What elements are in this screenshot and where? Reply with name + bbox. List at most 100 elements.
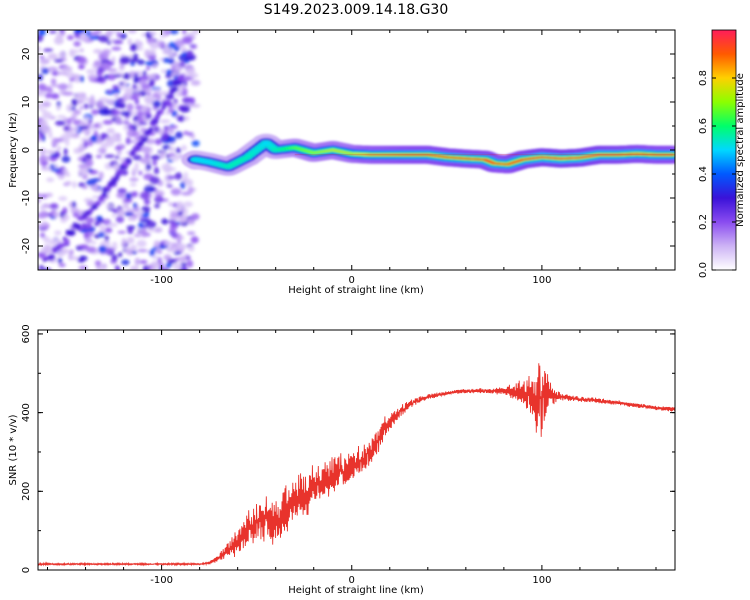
- spectrogram-noise-blob: [47, 66, 58, 72]
- colorbar-gradient: [711, 29, 737, 271]
- spectrogram-noise-blob: [172, 262, 183, 270]
- spectrogram-noise-blob: [87, 74, 98, 80]
- colorbar-tick-label: 0.6: [698, 118, 709, 134]
- spectrogram-noise-blob: [162, 57, 171, 63]
- spectrogram-noise-blob: [38, 157, 47, 162]
- spectrogram-noise-blob: [111, 56, 116, 63]
- spectrogram-diagonal-blob: [179, 74, 186, 80]
- spectrogram-noise-blob: [39, 147, 47, 155]
- spectrogram-noise-blob: [156, 96, 162, 101]
- spectrogram-trace-blob: [250, 151, 257, 154]
- colorbar-tick-label: 0.0: [698, 262, 709, 278]
- spectrogram-noise-blob: [145, 163, 152, 171]
- spectrogram-noise-blob: [85, 223, 93, 230]
- spectrogram-noise-blob: [161, 119, 170, 123]
- spectrogram-noise-blob: [139, 259, 148, 264]
- spectrogram-noise-blob: [38, 45, 41, 53]
- spectrogram-noise-blob: [138, 79, 148, 86]
- spectrogram-noise-blob: [100, 132, 109, 139]
- spectrogram-noise-blob: [91, 109, 100, 115]
- spectrogram-noise-blob: [174, 131, 183, 139]
- spectrogram-noise-blob: [77, 36, 89, 42]
- spectrogram-noise-blob: [183, 116, 190, 121]
- spectrogram-noise-blob: [168, 52, 175, 59]
- spectrogram-noise-blob: [39, 108, 48, 113]
- snr-x-tick-label: 0: [349, 575, 355, 586]
- spectrogram-noise-blob: [144, 49, 151, 58]
- spectrogram-noise-blob: [127, 216, 138, 221]
- spectrogram-noise-blob: [101, 63, 112, 71]
- spectrogram-noise-blob: [112, 241, 118, 246]
- spectrogram-noise-blob: [181, 177, 189, 183]
- spectrogram-noise-blob: [122, 203, 130, 210]
- spectrogram-noise-blob: [58, 263, 66, 268]
- spectrogram-noise-blob: [129, 177, 139, 182]
- spectrogram-noise-blob: [57, 257, 63, 264]
- spectrogram-noise-blob: [190, 236, 199, 244]
- spectrogram-noise-blob: [130, 244, 137, 252]
- spectrogram-noise-blob: [50, 93, 60, 100]
- spectrogram-noise-blob: [121, 237, 127, 246]
- spectrogram-noise-blob: [130, 57, 139, 63]
- spectrogram-noise-blob: [127, 30, 137, 34]
- spectrogram-noise-blob: [115, 266, 121, 270]
- spectrogram-noise-blob: [166, 184, 173, 188]
- spectrogram-noise-blob: [156, 250, 163, 254]
- spectrogram-diagonal-blob: [115, 168, 124, 176]
- spectrogram-noise-blob: [145, 114, 152, 119]
- colorbar-tick-label: 0.2: [698, 214, 709, 230]
- spectrogram-diagonal-blob: [164, 99, 171, 105]
- spectrogram-noise-blob: [152, 100, 162, 108]
- spectrogram-noise-blob: [95, 76, 105, 83]
- spectrogram-noise-blob: [168, 202, 174, 207]
- spectrogram-noise-blob: [168, 126, 175, 135]
- spectrogram-noise-blob: [89, 31, 98, 36]
- spectrogram-noise-blob: [98, 52, 105, 57]
- spectrogram-noise-blob: [138, 170, 143, 176]
- spectrogram-noise-blob: [83, 103, 89, 110]
- spectrogram-noise-blob: [85, 69, 97, 74]
- spectrogram-noise-blob: [181, 50, 187, 58]
- spectrogram-noise-blob: [99, 225, 106, 232]
- spectrogram-noise-blob: [54, 138, 64, 142]
- spectrogram-noise-blob: [90, 241, 97, 245]
- spectrogram-noise-blob: [38, 103, 44, 110]
- spectrogram-noise-blob: [180, 181, 186, 190]
- spectrogram-noise-blob: [141, 105, 149, 113]
- colorbar-tick-label: 0.8: [698, 70, 709, 86]
- spectrogram-diagonal-blob: [132, 145, 141, 151]
- spectrogram-noise-blob: [93, 123, 100, 129]
- spectrogram-noise-blob: [54, 120, 66, 126]
- spectrogram-noise-blob: [38, 251, 47, 259]
- spectrogram-noise-blob: [71, 201, 76, 208]
- snr-y-tick-label: 200: [21, 482, 32, 501]
- spectrogram-diagonal-blob: [173, 79, 183, 86]
- page-title: S149.2023.009.14.18.G30: [263, 2, 449, 18]
- spectrogram-trace-blob: [227, 164, 235, 167]
- spectrogram-noise-blob: [76, 55, 87, 64]
- spectrogram-noise-blob: [54, 230, 62, 236]
- spectrogram-noise-blob: [145, 60, 154, 67]
- spectrogram-noise-blob: [112, 163, 121, 171]
- spectrogram-noise-blob: [180, 222, 189, 226]
- spectrogram-noise-blob: [39, 232, 46, 238]
- spectrogram-noise-blob: [66, 118, 72, 126]
- spectrogram-noise-blob: [65, 180, 72, 186]
- spectrogram-noise-blob: [50, 84, 61, 88]
- spectrogram-noise-blob: [184, 56, 195, 61]
- spectrogram-noise-blob: [149, 79, 155, 87]
- spectrogram-noise-blob: [132, 124, 138, 132]
- spectrogram-noise-blob: [43, 250, 54, 254]
- spectrogram-noise-blob: [162, 267, 170, 270]
- spectrogram-noise-blob: [38, 193, 41, 198]
- spectrogram-noise-blob: [179, 105, 191, 113]
- spectrogram-noise-blob: [81, 121, 86, 126]
- spectrogram-noise-blob: [83, 140, 88, 149]
- spectrogram-noise-blob: [163, 241, 175, 246]
- spectrogram-noise-blob: [63, 125, 70, 132]
- spectrogram-noise-blob: [79, 244, 89, 250]
- spectrogram-noise-blob: [138, 75, 150, 81]
- spectrogram-noise-blob: [152, 159, 158, 166]
- spectrogram-noise-blob: [112, 39, 124, 45]
- spectrogram-noise-blob: [44, 92, 52, 99]
